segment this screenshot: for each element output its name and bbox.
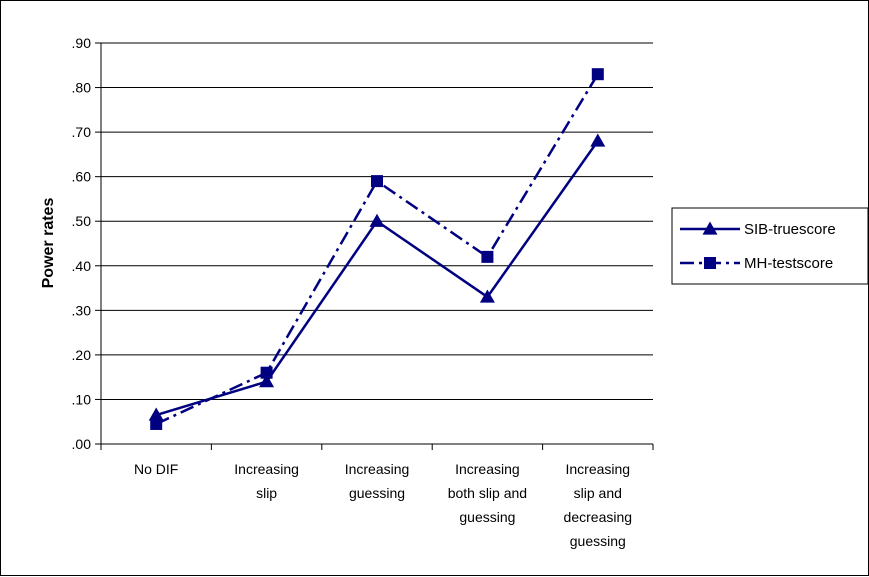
data-point-sib-truescore (369, 213, 385, 227)
y-tick-label: .10 (72, 391, 92, 407)
x-category-label-line: guessing (459, 509, 515, 525)
data-point-sib-truescore (479, 289, 495, 303)
x-category-label-line: Increasing (566, 461, 631, 477)
y-tick-labels: .00 .10 .20 .30 .40 .50 .60 .70 .80 .90 (72, 35, 92, 452)
data-point-sib-truescore (259, 374, 275, 388)
legend-box (671, 207, 869, 285)
y-tick-label: .80 (72, 80, 92, 96)
data-point-mh-testscore (591, 68, 604, 81)
legend-marker-mh-testscore (704, 257, 716, 269)
y-tick-label: .70 (72, 124, 92, 140)
x-category-label-line: Increasing (234, 461, 299, 477)
y-tick-label: .40 (72, 258, 92, 274)
legend-marker-sib-truescore (702, 221, 718, 235)
series-line-mh-testscore (155, 73, 599, 426)
x-category-label: Increasing slip (234, 461, 299, 501)
data-point-mh-testscore (481, 250, 494, 263)
axes (100, 43, 654, 450)
x-category-label: Increasing slip and decreasing guessing (564, 461, 633, 549)
y-tick-label: .00 (72, 436, 92, 452)
y-tick-label: .50 (72, 213, 92, 229)
x-category-label-line: Increasing (455, 461, 520, 477)
x-category-label-line: slip and (574, 485, 622, 501)
x-category-label-line: guessing (349, 485, 405, 501)
series-sib-truescore (148, 133, 606, 421)
x-category-label: No DIF (134, 461, 178, 477)
x-category-label: Increasing both slip and guessing (448, 461, 527, 525)
legend: SIB-truescore MH-testscore (671, 207, 869, 285)
x-category-label-line: decreasing (564, 509, 633, 525)
legend-label-mh-testscore: MH-testscore (744, 255, 833, 272)
data-point-mh-testscore (150, 417, 163, 430)
data-point-sib-truescore (590, 133, 606, 147)
y-tick-label: .30 (72, 302, 92, 318)
y-tick-label: .60 (72, 169, 92, 185)
gridlines (95, 42, 653, 445)
data-point-mh-testscore (260, 366, 273, 379)
x-category-label-line: both slip and (448, 485, 527, 501)
y-axis-label: Power rates (40, 198, 57, 289)
x-category-label: Increasing guessing (345, 461, 410, 501)
y-tick-label: .90 (72, 35, 92, 51)
y-tick-label: .20 (72, 347, 92, 363)
x-category-label-line: No DIF (134, 461, 178, 477)
x-category-label-line: Increasing (345, 461, 410, 477)
legend-label-sib-truescore: SIB-truescore (744, 221, 836, 238)
series-mh-testscore (150, 68, 604, 430)
x-category-label-line: slip (256, 485, 277, 501)
series-group (148, 68, 606, 430)
data-point-sib-truescore (148, 407, 164, 421)
x-category-label-line: guessing (570, 533, 626, 549)
data-point-mh-testscore (371, 175, 383, 188)
